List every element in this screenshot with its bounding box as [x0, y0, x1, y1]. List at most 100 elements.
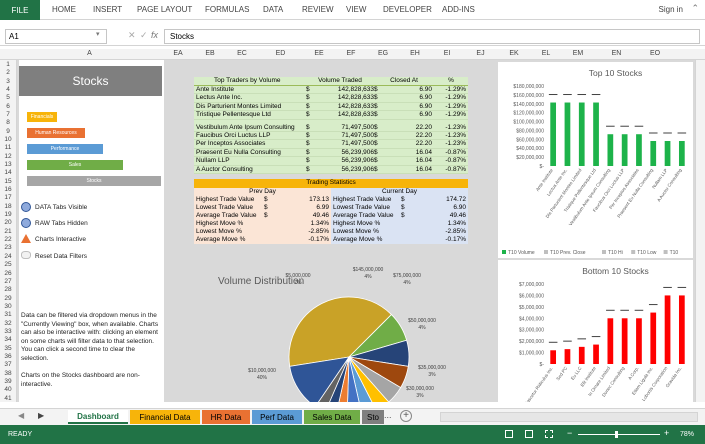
row-header[interactable]: 41 [4, 394, 12, 402]
column-header[interactable]: EH [410, 50, 420, 57]
page-break-view-icon[interactable] [545, 430, 553, 438]
row-header[interactable]: 3 [6, 77, 10, 85]
row-header[interactable]: 33 [4, 327, 12, 335]
column-header[interactable]: EA [173, 50, 183, 57]
column-header[interactable]: EL [541, 50, 551, 57]
legend-raw-tabs[interactable]: RAW Tabs Hidden [21, 218, 155, 230]
zoom-out-icon[interactable]: − [567, 428, 573, 438]
row-header[interactable]: 20 [4, 219, 12, 227]
row-header[interactable]: 40 [4, 386, 12, 394]
row-header[interactable]: 15 [4, 177, 12, 185]
sheet-tab[interactable]: Dashboard [68, 410, 128, 424]
row-header[interactable]: 24 [4, 252, 12, 260]
column-header[interactable]: EO [649, 50, 661, 57]
more-tabs-icon[interactable]: ... [384, 410, 392, 420]
row-header[interactable]: 10 [4, 136, 12, 144]
sign-in-link[interactable]: Sign in [658, 5, 683, 14]
zoom-level[interactable]: 78% [680, 431, 695, 438]
row-header[interactable]: 12 [4, 152, 12, 160]
row-header[interactable]: 30 [4, 302, 12, 310]
collapse-ribbon-icon[interactable]: ⌃ [691, 3, 699, 13]
row-header[interactable]: 19 [4, 211, 12, 219]
vertical-scrollbar[interactable] [695, 60, 705, 402]
row-header[interactable]: 5 [6, 94, 10, 102]
row-header[interactable]: 28 [4, 286, 12, 294]
column-header[interactable]: ED [275, 50, 286, 57]
row-header[interactable]: 17 [4, 194, 12, 202]
scroll-right-icon[interactable]: ▶ [38, 411, 45, 420]
row-header[interactable]: 18 [4, 202, 12, 210]
sheet-tab[interactable]: Sales Data [304, 410, 360, 424]
name-box-dropdown-icon[interactable]: ▾ [96, 31, 100, 38]
horizontal-scrollbar[interactable] [440, 412, 698, 422]
column-header[interactable]: EF [346, 50, 356, 57]
column-header[interactable]: A [87, 50, 92, 57]
row-header[interactable]: 37 [4, 361, 12, 369]
row-header[interactable]: 16 [4, 186, 12, 194]
nav-human-resources[interactable]: Human Resources [27, 128, 85, 138]
tab-home[interactable]: HOME [52, 5, 76, 14]
zoom-thumb[interactable] [615, 431, 618, 438]
scroll-left-icon[interactable]: ◀ [18, 411, 25, 420]
column-header[interactable]: EK [509, 50, 519, 57]
column-header[interactable]: EB [205, 50, 215, 57]
column-header[interactable]: EN [611, 50, 622, 57]
row-header[interactable]: 23 [4, 244, 12, 252]
enter-icon[interactable]: ✓ [140, 30, 148, 40]
zoom-slider[interactable] [578, 434, 660, 435]
tab-data[interactable]: DATA [263, 5, 284, 14]
row-header[interactable]: 7 [6, 111, 10, 119]
sheet-tab[interactable]: HR Data [202, 410, 250, 424]
row-header[interactable]: 22 [4, 236, 12, 244]
page-layout-view-icon[interactable] [525, 430, 533, 438]
sheet-tab[interactable]: Financial Data [130, 410, 200, 424]
tab-formulas[interactable]: FORMULAS [205, 5, 250, 14]
column-header[interactable]: EE [314, 50, 324, 57]
nav-stocks[interactable]: Stocks [27, 176, 161, 186]
legend-charts-interactive[interactable]: Charts Interactive [21, 234, 155, 246]
legend-reset-filters[interactable]: Reset Data Filters [21, 251, 155, 263]
cancel-icon[interactable]: ✕ [128, 30, 136, 40]
row-header[interactable]: 2 [6, 69, 10, 77]
row-header[interactable]: 11 [4, 144, 12, 152]
tab-view[interactable]: VIEW [346, 5, 367, 14]
sheet-tab[interactable]: Perf Data [252, 410, 302, 424]
tab-add-ins[interactable]: ADD-INS [442, 5, 475, 14]
sheet-tab[interactable]: Sto [362, 410, 384, 424]
row-header[interactable]: 29 [4, 294, 12, 302]
column-header[interactable]: EJ [476, 50, 485, 57]
row-header[interactable]: 36 [4, 352, 12, 360]
normal-view-icon[interactable] [505, 430, 513, 438]
row-header[interactable]: 34 [4, 336, 12, 344]
row-header[interactable]: 13 [4, 161, 12, 169]
row-header[interactable]: 21 [4, 227, 12, 235]
row-header[interactable]: 14 [4, 169, 12, 177]
row-header[interactable]: 8 [6, 119, 10, 127]
row-header[interactable]: 6 [6, 102, 10, 110]
nav-performance[interactable]: Performance [27, 144, 103, 154]
column-header[interactable]: EI [443, 50, 451, 57]
tab-review[interactable]: REVIEW [302, 5, 334, 14]
column-header[interactable]: EG [377, 50, 389, 57]
row-header[interactable]: 32 [4, 319, 12, 327]
file-tab[interactable]: FILE [0, 0, 40, 20]
row-header[interactable]: 35 [4, 344, 12, 352]
row-header[interactable]: 26 [4, 269, 12, 277]
row-header[interactable]: 1 [6, 61, 10, 68]
nav-sales[interactable]: Sales [27, 160, 123, 170]
tab-insert[interactable]: INSERT [93, 5, 123, 14]
row-header[interactable]: 38 [4, 369, 12, 377]
tab-developer[interactable]: DEVELOPER [383, 5, 432, 14]
formula-input[interactable]: Stocks [164, 29, 700, 44]
name-box[interactable]: A1 [5, 29, 107, 44]
column-header[interactable]: EM [572, 50, 584, 57]
row-header[interactable]: 4 [6, 86, 10, 94]
add-sheet-icon[interactable]: + [400, 410, 412, 422]
column-header[interactable]: EC [237, 50, 247, 57]
legend-data-tabs[interactable]: DATA Tabs Visible [21, 202, 155, 214]
row-header[interactable]: 31 [4, 311, 12, 319]
fx-icon[interactable]: fx [151, 30, 159, 40]
zoom-in-icon[interactable]: + [664, 428, 670, 438]
row-header[interactable]: 39 [4, 377, 12, 385]
row-header[interactable]: 27 [4, 277, 12, 285]
